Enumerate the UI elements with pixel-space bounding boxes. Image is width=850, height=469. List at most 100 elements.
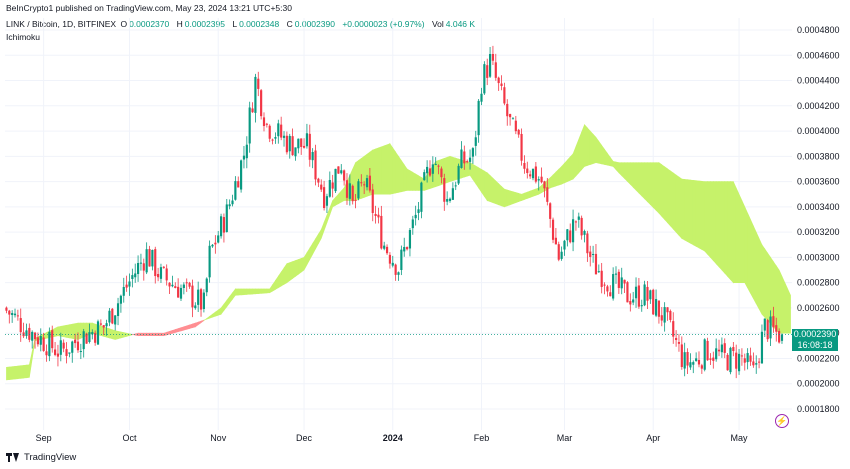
candle-body [683,352,686,369]
footer-brand[interactable]: TradingView [6,452,76,463]
cloud-segment [707,181,711,259]
price-tick-label: 0.0004400 [797,76,840,86]
last-price-value: 0.0002390 [793,329,837,340]
candle-body [345,180,349,198]
candle-body [317,178,320,183]
candle-body [440,168,443,178]
candle-body [108,310,111,323]
cloud-segment [524,191,528,200]
candle-body [609,292,612,297]
cloud-segment [8,366,13,380]
publisher-line: BeInCrypto1 published on TradingView.com… [6,3,292,13]
candle-body [368,175,371,191]
candle-body [354,199,357,201]
candle-body [16,315,19,317]
candle-body [460,149,463,168]
candle-body [302,145,306,148]
candle-body [563,240,566,250]
cloud-segment [266,288,271,294]
candle-body [654,299,658,316]
candle-body [148,249,151,267]
candle-body [646,286,649,301]
cloud-segment [489,174,494,204]
cloud-segment [758,238,763,315]
cloud-segment [263,288,268,294]
cloud-segment [518,192,522,203]
candle-body [480,93,483,102]
cloud-segment [538,184,542,195]
cloud-segment [29,351,33,378]
cloud-segment [578,131,582,174]
cloud-segment [77,322,82,340]
candle-body [96,321,100,345]
cloud-segment [446,155,451,184]
cloud-segment [512,191,517,205]
candle-body [343,170,346,181]
candle-body [337,166,340,174]
cloud-segment [315,233,319,250]
candle-body [357,181,360,199]
candle-body [712,357,715,361]
cloud-segment [189,323,193,329]
cloud-segment [469,162,474,181]
candle-body [732,347,735,352]
candle-body [182,284,185,288]
flash-icon[interactable]: ⚡ [775,414,789,428]
candle-body [411,219,414,229]
cloud-segment [375,147,379,195]
candle-body [686,351,689,366]
cloud-segment [298,258,302,275]
candle-body [371,189,374,213]
candle-body [471,148,474,157]
candle-body [217,235,220,243]
candle-body [51,330,54,349]
cloud-segment [212,311,216,318]
cloud-segment [472,163,477,185]
volume-key: Vol [431,19,444,29]
cloud-segment [535,187,540,196]
cloud-segment [103,326,107,338]
cloud-segment [615,161,620,174]
candle-body [262,117,266,127]
candle-body [675,337,678,341]
cloud-segment [386,143,391,195]
symbol-label[interactable]: LINK / Bitcoin, 1D, BITFINEX [6,19,117,29]
cloud-segment [23,364,27,379]
cloud-segment [475,165,479,189]
candle-body [672,321,675,337]
candle-body [723,343,726,353]
cloud-segment [326,207,331,223]
candle-body [111,308,114,324]
cloud-segment [618,162,623,177]
candle-body [288,135,291,152]
candle-body [697,359,701,365]
cloud-segment [409,170,414,191]
cloud-segment [715,181,720,268]
candle-body [351,185,354,202]
cloud-segment [249,288,253,295]
indicator-label[interactable]: Ichimoku [6,32,41,42]
candle-body [105,323,108,327]
candle-body [703,339,706,370]
candle-body [174,286,177,289]
cloud-segment [481,168,485,198]
candle-body [157,273,160,278]
candle-body [297,138,300,149]
candle-body [603,284,606,286]
cloud-segment [226,295,230,308]
price-tick-label: 0.0004200 [797,101,840,111]
cloud-segment [383,144,388,195]
candle-body [420,182,423,212]
price-tick-label: 0.0004600 [797,50,840,60]
candle-body [142,263,145,271]
cloud-segment [647,162,651,206]
candle-body [271,139,274,141]
candle-body [19,318,22,333]
candle-body [128,281,131,287]
candle-body [134,273,137,278]
cloud-segment [117,330,122,340]
cloud-segment [114,330,119,340]
cloud-segment [186,324,190,330]
candle-body [154,249,157,277]
